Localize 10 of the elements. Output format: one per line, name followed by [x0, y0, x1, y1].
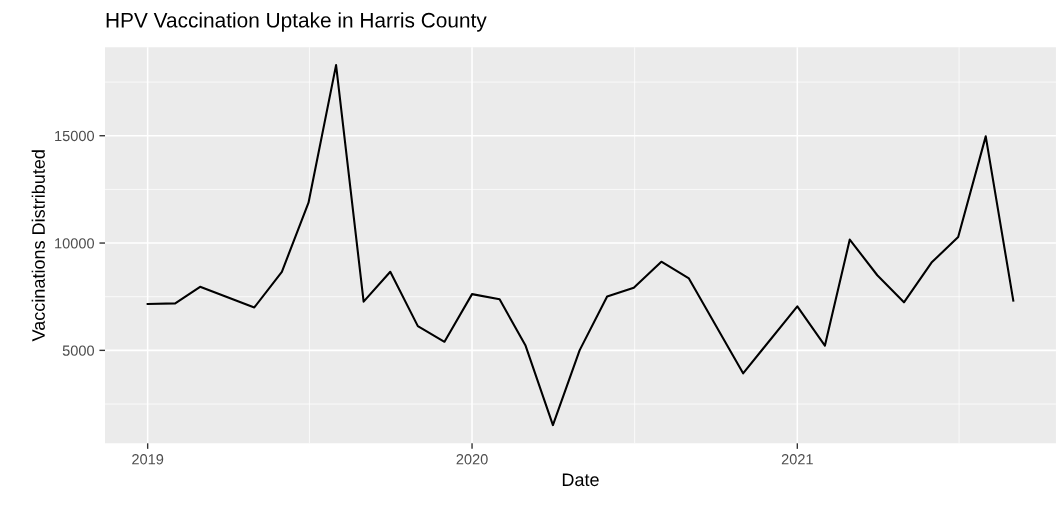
- y-axis-title: Vaccinations Distributed: [31, 150, 45, 342]
- chart-title: HPV Vaccination Uptake in Harris County: [106, 12, 487, 32]
- x-tick-label: 2021: [781, 454, 813, 465]
- x-tick-label: 2020: [456, 454, 488, 465]
- x-tick-label: 2019: [132, 454, 164, 465]
- y-tick-label: 5000: [62, 345, 95, 356]
- y-tick-label: 15000: [55, 130, 95, 142]
- y-tick-label: 10000: [55, 238, 95, 249]
- line-series: [146, 64, 1015, 427]
- x-axis-title: Date: [562, 473, 599, 487]
